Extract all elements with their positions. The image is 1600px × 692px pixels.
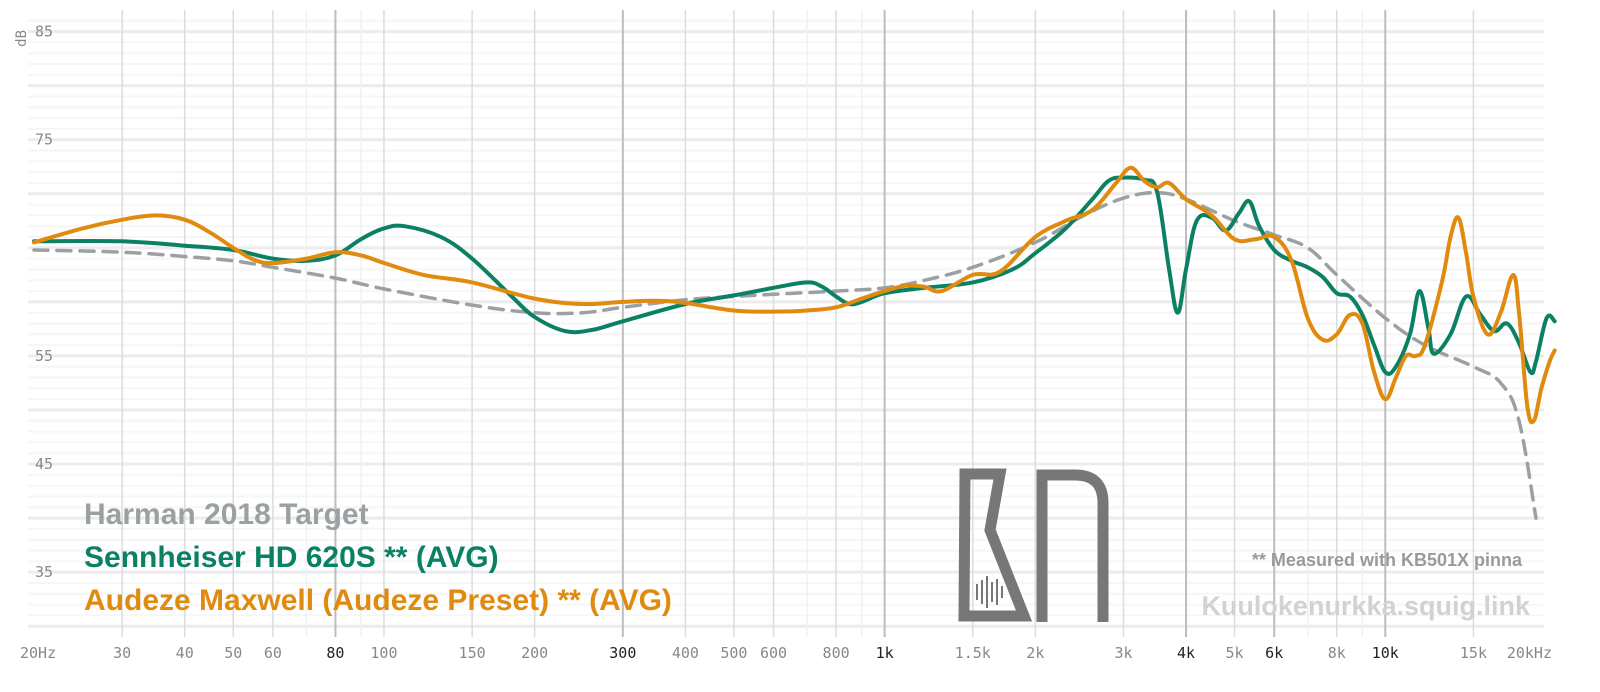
x-tick-label: 20Hz	[20, 644, 56, 662]
x-tick-label: 8k	[1328, 644, 1346, 662]
kn-logo-k-shape	[958, 468, 1033, 622]
x-tick-label: 15k	[1460, 644, 1487, 662]
x-tick-label: 4k	[1177, 644, 1195, 662]
x-tick-label: 30	[113, 644, 131, 662]
x-tick-label: 50	[224, 644, 242, 662]
legend-entry-target: Harman 2018 Target	[84, 498, 369, 531]
legend-entry-sennheiser: Sennheiser HD 620S ** (AVG)	[84, 541, 499, 574]
y-tick-label: 75	[35, 131, 53, 149]
series-line-audeze-maxwell	[32, 165, 1557, 425]
x-tick-label: 3k	[1114, 644, 1132, 662]
measurement-note: ** Measured with KB501X pinna	[1252, 550, 1523, 570]
vertical-gridlines	[121, 10, 1475, 637]
x-axis-tick-labels: 20Hz 30 40 50 60 80 100 150 200 300 400 500 600 800 1k…	[20, 644, 1552, 662]
x-tick-label: 10k	[1372, 644, 1399, 662]
x-tick-label: 6k	[1265, 644, 1283, 662]
x-tick-label: 60	[264, 644, 282, 662]
y-axis-tick-labels: 85 75 55 45 35	[35, 23, 53, 582]
x-tick-label: 500	[720, 644, 747, 662]
x-tick-label: 300	[609, 644, 636, 662]
x-tick-label: 20kHz	[1507, 644, 1552, 662]
series-line-harman-target	[32, 190, 1538, 520]
site-watermark: Kuulokenurkka.squig.link	[1201, 591, 1531, 621]
legend-entry-audeze: Audeze Maxwell (Audeze Preset) ** (AVG)	[84, 584, 672, 617]
x-tick-label: 80	[326, 644, 344, 662]
y-tick-label: 55	[35, 347, 53, 365]
x-tick-label: 100	[370, 644, 397, 662]
y-tick-label: 85	[35, 23, 53, 41]
legend: Harman 2018 Target Sennheiser HD 620S **…	[84, 498, 672, 617]
x-tick-label: 5k	[1226, 644, 1244, 662]
y-tick-label: 35	[35, 563, 53, 581]
series-layer	[32, 165, 1557, 520]
kn-logo-n-shape	[1036, 469, 1109, 622]
x-tick-label: 40	[176, 644, 194, 662]
x-tick-label: 2k	[1026, 644, 1044, 662]
x-tick-label: 400	[672, 644, 699, 662]
x-tick-label: 600	[760, 644, 787, 662]
x-tick-label: 800	[823, 644, 850, 662]
y-axis-label: dB	[14, 30, 30, 47]
x-tick-label: 1.5k	[955, 644, 991, 662]
x-tick-label: 200	[521, 644, 548, 662]
kn-logo-waveform	[976, 576, 1003, 608]
x-tick-label: 150	[459, 644, 486, 662]
kn-logo	[958, 468, 1109, 622]
x-tick-label: 1k	[876, 644, 894, 662]
horizontal-gridlines	[28, 19, 1544, 628]
y-tick-label: 45	[35, 455, 53, 473]
